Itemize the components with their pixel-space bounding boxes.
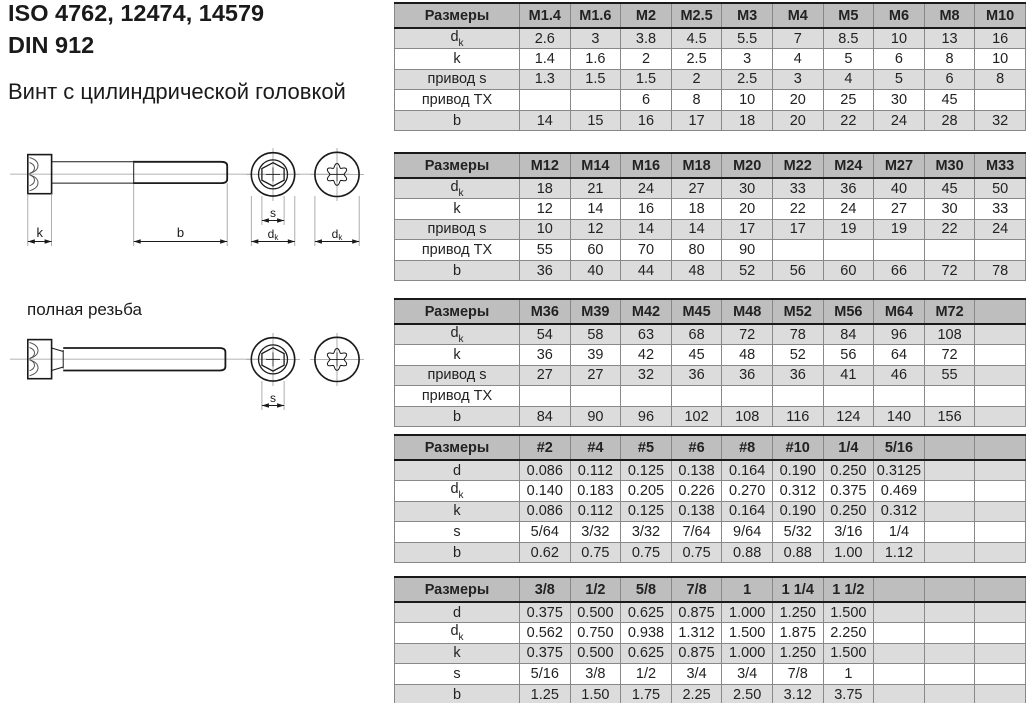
svg-text:s: s — [270, 391, 276, 405]
